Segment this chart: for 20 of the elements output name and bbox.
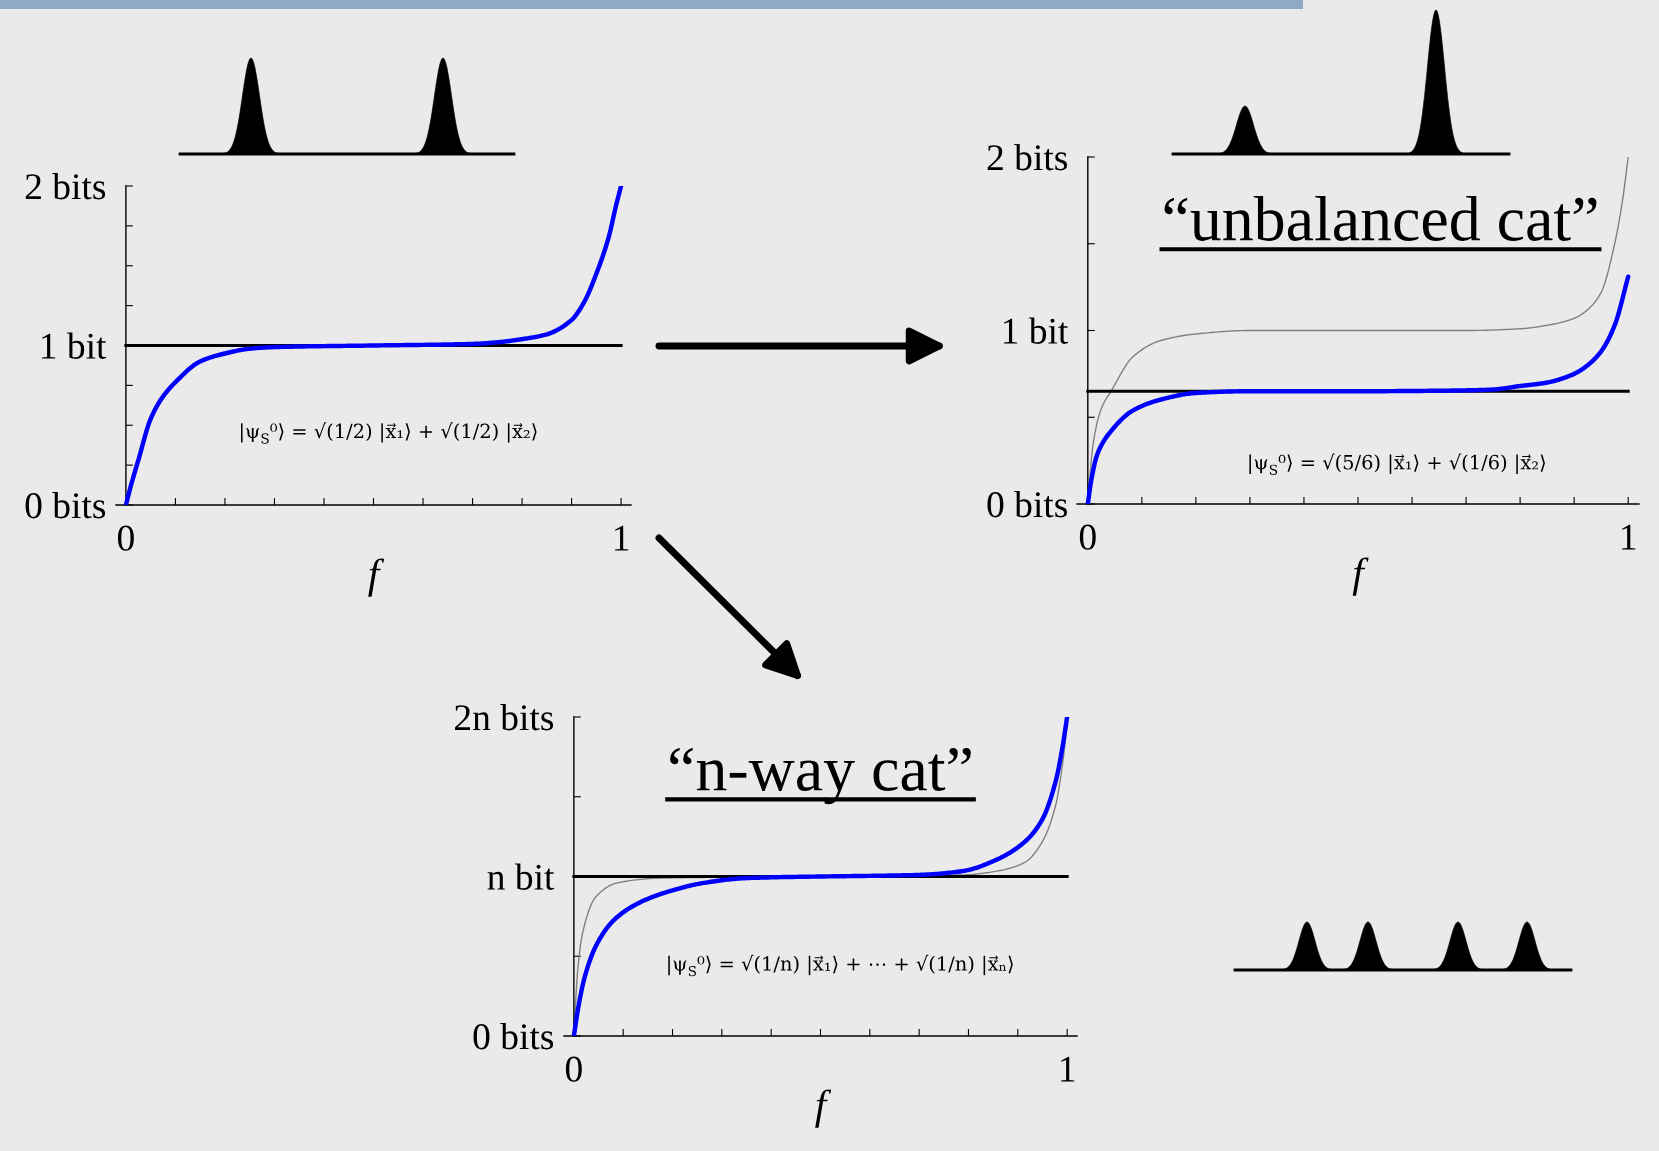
y-tick-label: 1 bit bbox=[42, 332, 107, 359]
y-tick-label: n bit bbox=[487, 863, 555, 890]
y-tick-label: 2 bits bbox=[987, 143, 1068, 171]
y-tick-label: 0 bits bbox=[473, 1022, 554, 1050]
y-tick-label: 2n bits bbox=[455, 703, 554, 731]
x-tick-label: 0 bbox=[565, 1056, 582, 1082]
x-tick-label: 1 bbox=[615, 525, 629, 551]
x-tick-label: 1 bbox=[1061, 1056, 1075, 1082]
y-tick-label: 0 bits bbox=[25, 491, 106, 519]
y-tick-label: 1 bit bbox=[1003, 317, 1069, 344]
x-axis-title: f bbox=[1352, 557, 1369, 596]
x-axis-title: f bbox=[368, 558, 385, 597]
x-tick-label: 0 bbox=[117, 525, 134, 551]
y-tick-label: 0 bits bbox=[987, 490, 1068, 518]
x-tick-label: 0 bbox=[1079, 524, 1096, 550]
y-tick-label: 2 bits bbox=[25, 172, 106, 200]
x-axis-title: f bbox=[815, 1089, 832, 1128]
chart-title: “n-way cat” bbox=[670, 747, 971, 805]
chart-title: “unbalanced cat” bbox=[1164, 195, 1597, 241]
x-tick-label: 1 bbox=[1622, 524, 1636, 550]
